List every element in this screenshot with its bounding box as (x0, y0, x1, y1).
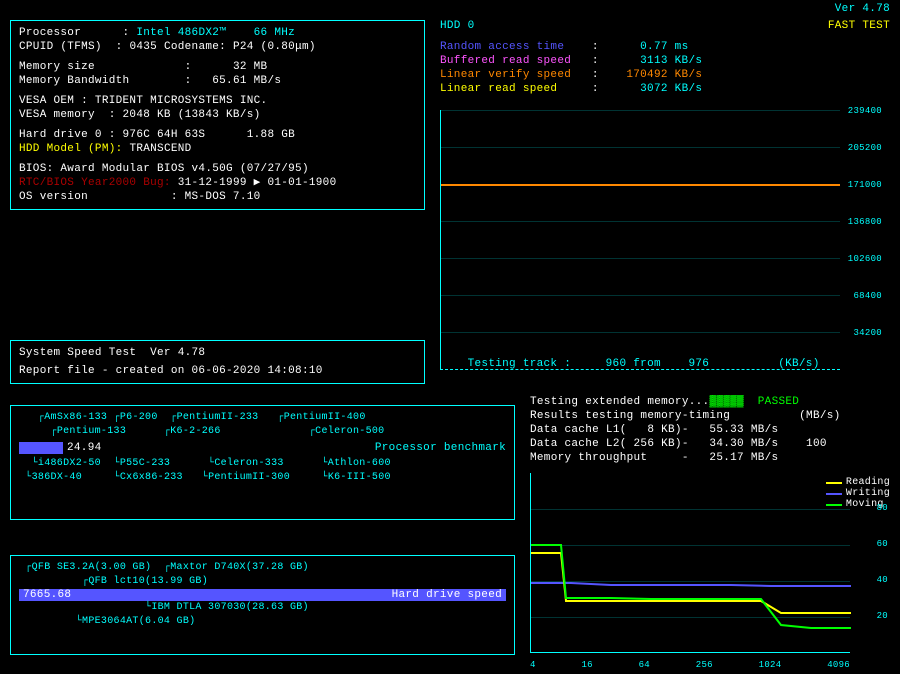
memsize-val: 32 MB (233, 61, 268, 73)
bench-b3: Athlon-600 (328, 458, 391, 469)
rtc-val: 31-12-1999 ▶ 01-01-1900 (178, 177, 337, 189)
cpuid-val: 0435 Codename: P24 (0.80μm) (129, 41, 315, 53)
hdd-bench-title: Hard drive speed (392, 589, 502, 601)
bench-b21: Cx6x86-233 (120, 472, 183, 483)
hdd-ytick-5: 68400 (853, 291, 882, 301)
mem-thr: Memory throughput - 25.17 MB/s (530, 451, 890, 465)
bench-t20: Pentium-133 (57, 426, 126, 437)
hdd-verify-line (441, 184, 840, 186)
rand-label: Random access time (440, 41, 564, 53)
ver-label: Linear verify speed (440, 69, 571, 81)
hdd-bench-panel: ┌QFB SE3.2A(3.00 GB) ┌Maxtor D740X(37.28… (10, 555, 515, 655)
mem-ytick-3: 20 (877, 611, 888, 621)
mem-chart-area (530, 473, 850, 653)
bench-b20: 386DX-40 (32, 472, 82, 483)
legend-writing: Writing (846, 488, 890, 499)
hb-t0: QFB SE3.2A(3.00 GB) (32, 562, 152, 573)
hdd-ytick-0: 239400 (848, 106, 882, 116)
bench-b0: i486DX2-50 (38, 458, 101, 469)
bench-t2: PentiumII-233 (177, 412, 259, 423)
rtc-label: RTC/BIOS Year2000 Bug: (19, 177, 171, 189)
memsize-label: Memory size (19, 61, 95, 73)
bench-b1: P55C-233 (120, 458, 170, 469)
report-panel: System Speed Test Ver 4.78 Report file -… (10, 340, 425, 384)
hdd-score: 7665.68 (23, 589, 71, 601)
mem-xtick-1: 16 (581, 660, 592, 670)
mem-title: Testing extended memory... (530, 396, 709, 408)
mem-xtick-2: 64 (639, 660, 650, 670)
system-info-panel: Processor : Intel 486DX2™ 66 MHz CPUID (… (10, 20, 425, 210)
report-title: System Speed Test Ver 4.78 (19, 346, 416, 360)
hdd-model-label: HDD Model (PM): (19, 143, 123, 155)
bench-t21: K6-2-266 (170, 426, 220, 437)
bench-t1: P6-200 (120, 412, 158, 423)
version-label: Ver 4.78 (835, 3, 890, 15)
mem-panel: Testing extended memory...▓▓▓▓▓ PASSED R… (530, 395, 890, 670)
mem-xtick-5: 4096 (827, 660, 850, 670)
legend-reading: Reading (846, 477, 890, 488)
hdd0: Hard drive 0 : 976C 64H 63S 1.88 GB (19, 128, 416, 142)
bios: BIOS: Award Modular BIOS v4.50G (07/27/9… (19, 162, 416, 176)
read-val: 3072 KB/s (640, 83, 702, 95)
hdd-score-bar: 7665.68 Hard drive speed (19, 589, 506, 601)
proc-label: Processor : (19, 27, 129, 39)
bench-b22: PentiumII-300 (208, 472, 290, 483)
mem-xtick-3: 256 (696, 660, 713, 670)
buf-label: Buffered read speed (440, 55, 571, 67)
membw-label: Memory Bandwidth (19, 75, 129, 87)
buf-val: 3113 KB/s (640, 55, 702, 67)
track-unit: (KB/s) (778, 358, 819, 370)
mem-xtick-0: 4 (530, 660, 536, 670)
hb-t2: QFB lct10(13.99 GB) (88, 576, 208, 587)
hdd-chart-panel: HDD 0 FAST TEST Random access time : 0.7… (440, 20, 890, 385)
hdd-model-val: TRANSCEND (129, 143, 191, 155)
track-val: 960 from 976 (606, 358, 710, 370)
read-label: Linear read speed (440, 83, 557, 95)
membw-val: 65.61 MB/s (212, 75, 281, 87)
hdd-title: HDD 0 (440, 20, 475, 32)
hdd-ytick-6: 34200 (853, 328, 882, 338)
bench-t0: AmSx86-133 (44, 412, 107, 423)
mem-ytick-1: 60 (877, 539, 888, 549)
mem-l2: Data cache L2( 256 KB)- 34.30 MB/s 100 (530, 437, 890, 451)
bench-t3: PentiumII-400 (284, 412, 366, 423)
cpu-bench-panel: ┌AmSx86-133 ┌P6-200 ┌PentiumII-233 ┌Pent… (10, 405, 515, 520)
hb-b1: MPE3064AT(6.04 GB) (82, 616, 195, 627)
bench-b23: K6-III-500 (328, 472, 391, 483)
mem-ytick-2: 40 (877, 575, 888, 585)
vesa-mem: VESA memory : 2048 KB (13843 KB/s) (19, 108, 416, 122)
mem-sub: Results testing memory-timing (MB/s) (530, 409, 890, 423)
track-label: Testing track : (468, 358, 572, 370)
mem-chart-svg (531, 473, 851, 653)
proc-val: Intel 486DX2™ 66 MHz (136, 27, 295, 39)
hdd-mode: FAST TEST (828, 20, 890, 32)
mem-xtick-4: 1024 (759, 660, 782, 670)
bench-b2: Celeron-333 (214, 458, 283, 469)
hdd-ytick-4: 102600 (848, 254, 882, 264)
mem-l1: Data cache L1( 8 KB)- 55.33 MB/s (530, 423, 890, 437)
cpuid-label: CPUID (TFMS) : (19, 41, 123, 53)
hdd-chart-area (440, 110, 840, 370)
hb-b0: IBM DTLA 307030(28.63 GB) (151, 602, 309, 613)
os: OS version : MS-DOS 7.10 (19, 190, 416, 204)
hdd-ytick-2: 171000 (848, 180, 882, 190)
cpu-score: 24.94 (67, 442, 102, 454)
cpu-bench-title: Processor benchmark (375, 442, 506, 454)
mem-ytick-0: 80 (877, 503, 888, 513)
hb-t1: Maxtor D740X(37.28 GB) (170, 562, 309, 573)
cpu-score-bar (19, 442, 63, 454)
report-file: Report file - created on 06-06-2020 14:0… (19, 364, 416, 378)
ver-val: 170492 KB/s (626, 69, 702, 81)
hdd-ytick-1: 205200 (848, 143, 882, 153)
rand-val: 0.77 ms (640, 41, 688, 53)
hdd-ytick-3: 136800 (848, 217, 882, 227)
mem-passed: PASSED (758, 396, 799, 408)
vesa-oem: VESA OEM : TRIDENT MICROSYSTEMS INC. (19, 94, 416, 108)
bench-t22: Celeron-500 (315, 426, 384, 437)
